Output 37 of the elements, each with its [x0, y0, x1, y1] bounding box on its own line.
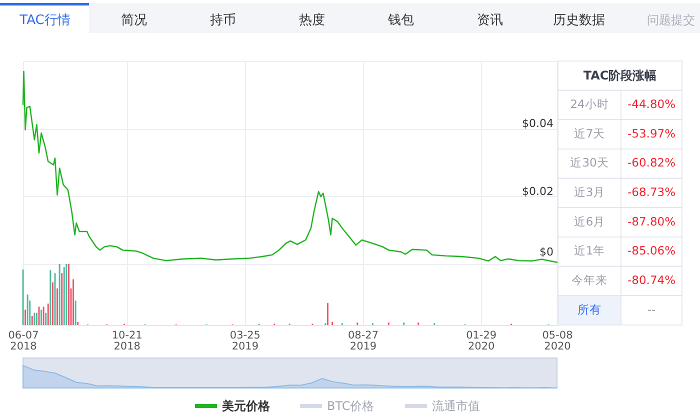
x-tick-label: 01-29 2020: [466, 330, 497, 352]
category-label: 资讯: [477, 13, 503, 28]
category-label: 热度: [299, 12, 325, 28]
x-tick-label: 06-07 2018: [8, 330, 39, 352]
category-label: 今年来: [572, 273, 608, 287]
y-tick-label: $0.02: [522, 184, 554, 198]
text: TAC阶段涨幅: [583, 68, 657, 83]
category-label: 24小时: [570, 97, 609, 111]
legend-label: 美元价格: [221, 399, 271, 413]
category-label: 近3月: [574, 185, 606, 199]
category-label: 持币: [210, 13, 236, 28]
data-label: -80.74%: [628, 273, 676, 287]
x-tick-label: 10-21 2018: [112, 330, 142, 352]
data-label: -85.06%: [628, 244, 676, 258]
legend-label: 流通市值: [432, 399, 480, 413]
y-tick-label: $0: [540, 246, 554, 258]
data-label: -68.73%: [628, 185, 676, 199]
category-label: 所有: [578, 302, 602, 316]
category-label: 历史数据: [553, 13, 605, 28]
x-tick-label: 08-27 2019: [348, 330, 379, 352]
legend-label: BTC价格: [327, 399, 374, 413]
category-label: 近6月: [574, 214, 606, 228]
y-tick-label: $0.04: [522, 117, 554, 130]
text: 问题提交: [647, 13, 695, 27]
data-label: -87.80%: [628, 214, 676, 228]
data-label: -44.80%: [628, 97, 676, 111]
x-tick-label: 05-08 2020: [542, 330, 573, 352]
category-label: TAC行情: [18, 13, 70, 28]
category-label: 近30天: [570, 156, 609, 170]
category-label: 近1年: [574, 244, 606, 258]
data-label: -60.82%: [628, 156, 676, 170]
data-label: --: [647, 302, 656, 316]
x-tick-label: 03-25 2019: [230, 330, 260, 352]
category-label: 近7天: [574, 126, 606, 140]
category-label: 钱包: [387, 13, 414, 28]
category-label: 简况: [121, 13, 147, 28]
data-label: -53.97%: [628, 126, 676, 140]
